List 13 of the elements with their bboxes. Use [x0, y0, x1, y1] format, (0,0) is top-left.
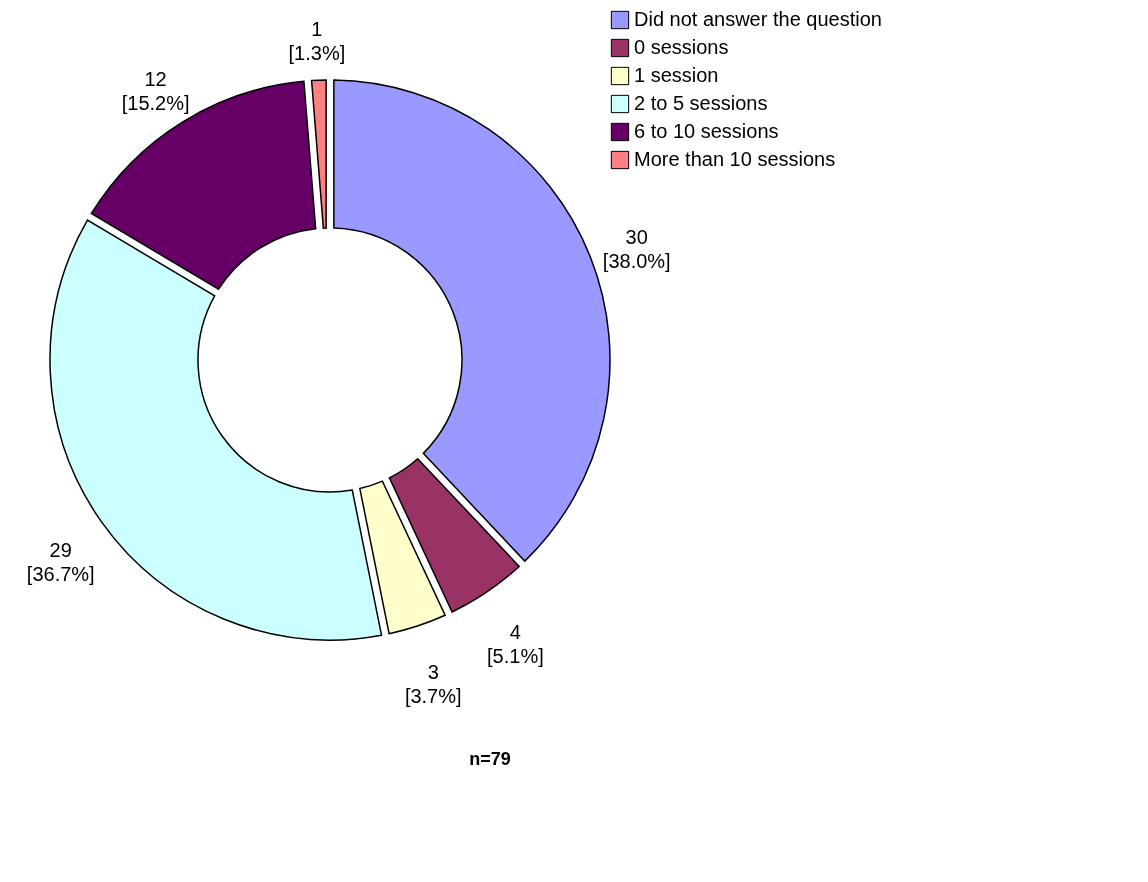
data-label: 4 [5.1%] [487, 621, 544, 668]
legend-label: More than 10 sessions [634, 148, 836, 170]
data-label: 3 [3.7%] [404, 661, 462, 708]
data-label: 30 [38.0%] [602, 226, 671, 273]
legend-label: 1 session [634, 64, 719, 86]
data-label: 12 [15.2%] [121, 67, 190, 114]
legend-label: Did not answer the question [634, 8, 882, 30]
legend-label: 0 sessions [634, 36, 729, 58]
data-label: 29 [36.7%] [26, 538, 95, 585]
legend-label: 2 to 5 sessions [634, 92, 768, 114]
text: n=79 [469, 749, 511, 769]
data-label: 1 [1.3%] [288, 18, 346, 65]
legend-label: 6 to 10 sessions [634, 120, 779, 142]
